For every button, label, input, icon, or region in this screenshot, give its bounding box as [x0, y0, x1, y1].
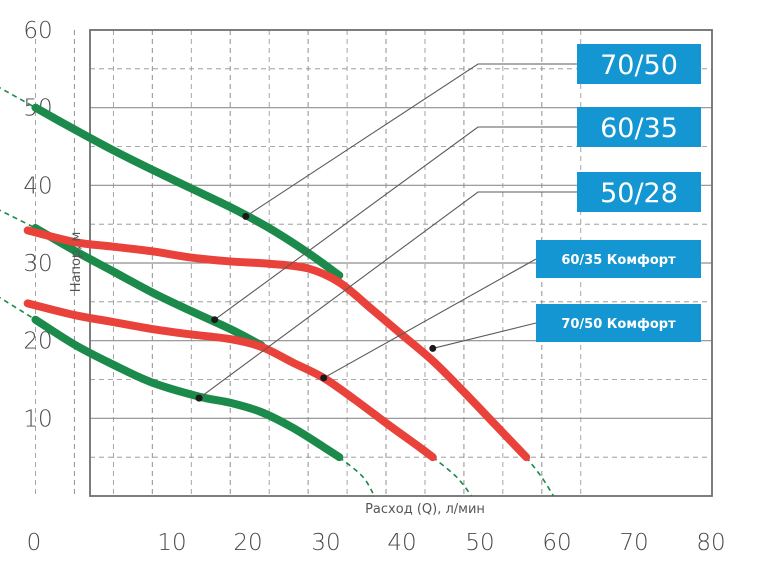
x-tick-60: 60	[542, 530, 571, 556]
y-tick-60: 60	[23, 18, 52, 44]
series-5-legend-box	[536, 304, 701, 342]
x-tick-20: 20	[233, 530, 262, 556]
series-4-legend-label: 60/35 Комфорт	[561, 253, 676, 268]
legend: 70/50 60/35 50/28 60/35 Комфорт 70/50 Комфор…	[536, 44, 701, 342]
x-tick-30: 30	[311, 530, 340, 556]
leader-lines	[195, 63, 577, 402]
y-tick-10: 10	[23, 406, 52, 432]
series-1-line	[31, 103, 344, 280]
series-5-line	[23, 226, 531, 462]
grid	[35, 30, 712, 496]
series-3-extension-end	[338, 456, 376, 497]
y-tick-40: 40	[23, 173, 52, 199]
series-5-marker	[429, 344, 437, 352]
x-tick-70: 70	[619, 530, 648, 556]
x-tick-40: 40	[387, 530, 416, 556]
series-4-legend-box	[536, 240, 701, 278]
x-axis-label: Расход (Q), л/мин	[365, 502, 485, 517]
series-3-legend-label: 50/28	[600, 178, 678, 209]
y-tick-30: 30	[23, 251, 52, 277]
x-tick-50: 50	[465, 530, 494, 556]
series-2-legend-label: 60/35	[600, 113, 678, 144]
series-4-line	[23, 299, 437, 462]
series-2-extension-start	[0, 209, 36, 229]
series-3-legend-box	[577, 172, 701, 212]
series-2-legend-box	[577, 107, 701, 147]
series-1-marker	[242, 212, 250, 220]
series-2-leader-line	[214, 126, 577, 321]
x-tick-0: 0	[27, 530, 42, 556]
series-1-legend-box	[577, 44, 701, 84]
series-1-leader-line	[245, 63, 577, 217]
series-4-leader-line	[323, 258, 537, 379]
series-2-line	[31, 224, 266, 350]
series-1-legend-label: 70/50	[600, 50, 678, 81]
y-axis-label: Напор, м	[69, 232, 84, 293]
series-3-extension-start	[0, 296, 36, 321]
series-5-legend-label: 70/50 Комфорт	[561, 317, 676, 332]
series-4-extension-end	[432, 456, 473, 497]
series-5-leader-line	[432, 322, 537, 349]
y-tick-20: 20	[23, 329, 52, 355]
series-3-marker	[195, 394, 203, 402]
series-1-extension-start	[0, 86, 36, 109]
series-2-marker	[211, 316, 219, 324]
series-4-marker	[320, 374, 328, 382]
series-5-extension-end	[525, 456, 555, 497]
series-3-leader-line	[198, 191, 577, 399]
x-tick-80: 80	[696, 530, 725, 556]
series-3-line	[31, 315, 344, 462]
x-tick-10: 10	[157, 530, 186, 556]
curves	[0, 86, 555, 497]
